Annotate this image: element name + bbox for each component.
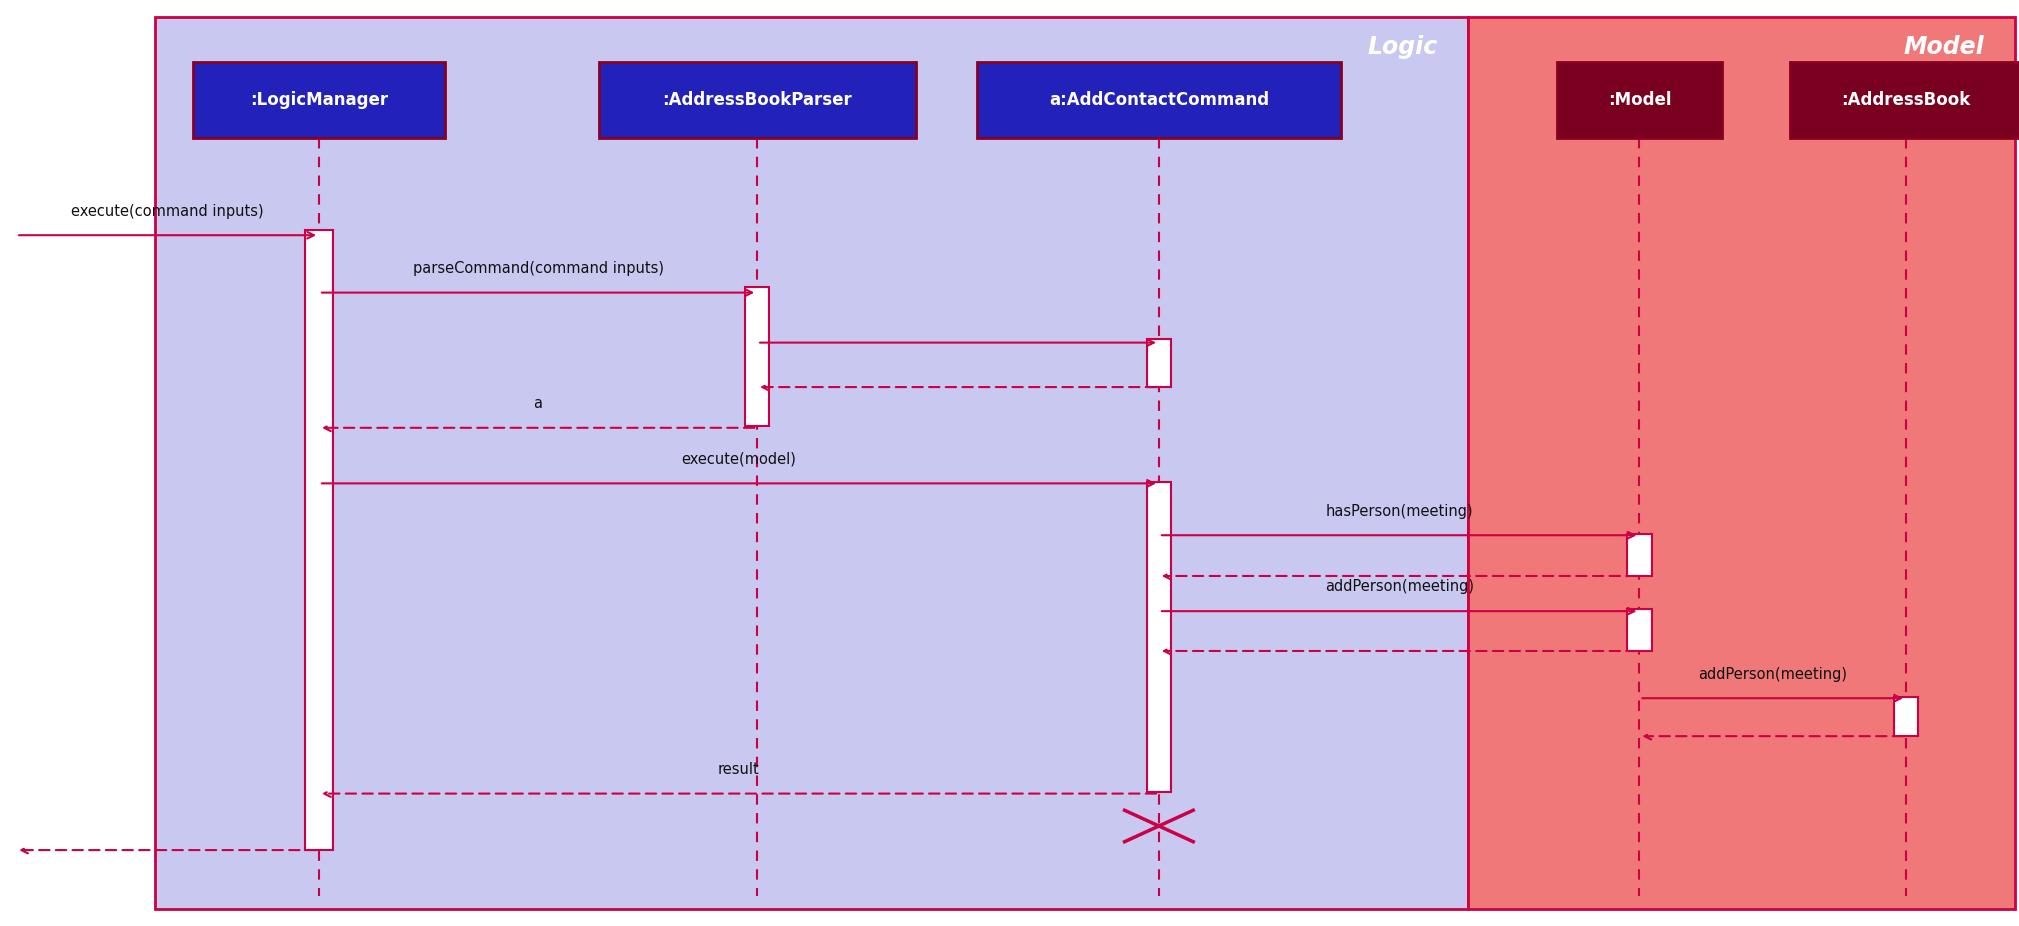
- Text: result: result: [719, 762, 759, 777]
- Bar: [1468, 17, 2015, 909]
- Text: :AddressBook: :AddressBook: [1841, 91, 1971, 109]
- Text: execute(model): execute(model): [682, 452, 795, 467]
- Bar: [745, 287, 769, 426]
- Bar: [1147, 482, 1171, 792]
- Bar: [1627, 534, 1652, 576]
- Text: :Model: :Model: [1607, 91, 1672, 109]
- Text: a: a: [533, 396, 543, 411]
- Text: addPerson(meeting): addPerson(meeting): [1698, 667, 1847, 682]
- Text: parseCommand(command inputs): parseCommand(command inputs): [412, 261, 664, 276]
- Bar: [1791, 62, 2019, 138]
- Bar: [194, 62, 446, 138]
- Text: Model: Model: [1904, 35, 1985, 59]
- Text: execute(command inputs): execute(command inputs): [71, 204, 264, 219]
- Bar: [598, 62, 917, 138]
- Text: :AddressBookParser: :AddressBookParser: [662, 91, 852, 109]
- Bar: [1557, 62, 1722, 138]
- Bar: [155, 17, 1468, 909]
- Bar: [305, 230, 333, 850]
- Text: addPerson(meeting): addPerson(meeting): [1324, 580, 1474, 594]
- Bar: [1894, 697, 1918, 736]
- Text: Logic: Logic: [1367, 35, 1438, 59]
- Text: :LogicManager: :LogicManager: [250, 91, 388, 109]
- Text: a:AddContactCommand: a:AddContactCommand: [1048, 91, 1270, 109]
- Text: hasPerson(meeting): hasPerson(meeting): [1324, 504, 1474, 519]
- Bar: [977, 62, 1341, 138]
- Bar: [1627, 609, 1652, 651]
- Bar: [1147, 339, 1171, 387]
